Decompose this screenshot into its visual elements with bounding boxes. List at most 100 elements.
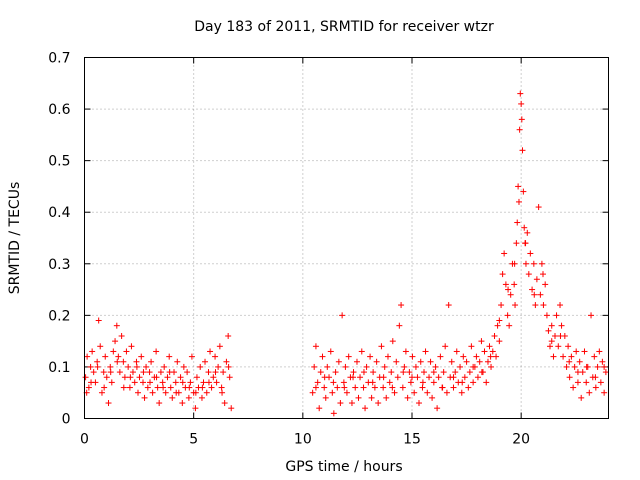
data-point <box>527 250 534 257</box>
data-point <box>369 379 376 386</box>
data-point <box>316 405 323 412</box>
data-point <box>504 312 511 319</box>
y-tick-label: 0.7 <box>48 51 70 67</box>
data-point <box>565 343 572 350</box>
data-point <box>563 363 570 370</box>
data-point <box>515 183 522 190</box>
data-point <box>518 116 525 123</box>
data-point <box>465 384 472 391</box>
data-point <box>309 389 316 396</box>
data-point <box>350 369 357 376</box>
data-point <box>179 379 186 386</box>
data-point <box>84 353 91 360</box>
data-point <box>499 271 506 278</box>
data-point <box>208 384 215 391</box>
data-point <box>394 374 401 381</box>
data-point <box>389 338 396 345</box>
data-point <box>570 384 577 391</box>
data-point <box>596 348 603 355</box>
data-point <box>463 358 470 365</box>
data-point <box>94 358 101 365</box>
data-point <box>553 312 560 319</box>
data-point <box>342 363 349 370</box>
data-point <box>161 363 168 370</box>
data-point <box>419 379 426 386</box>
data-point <box>586 389 593 396</box>
data-point <box>389 384 396 391</box>
data-point <box>103 374 110 381</box>
data-point <box>180 363 187 370</box>
data-point <box>157 369 164 376</box>
data-point <box>599 358 606 365</box>
data-point <box>153 374 160 381</box>
x-tick-label: 0 <box>80 432 89 448</box>
data-point <box>530 260 537 267</box>
data-point <box>371 384 378 391</box>
data-points <box>82 90 609 417</box>
data-point <box>138 353 145 360</box>
y-tick-label: 0.5 <box>48 154 70 170</box>
chart-title: Day 183 of 2011, SRMTID for receiver wtz… <box>194 19 494 35</box>
data-point <box>225 332 232 339</box>
data-point <box>198 394 205 401</box>
data-point <box>378 343 385 350</box>
data-point <box>205 379 212 386</box>
data-point <box>360 384 367 391</box>
data-point <box>169 394 176 401</box>
data-point <box>100 369 107 376</box>
data-point <box>406 369 413 376</box>
data-point <box>421 369 428 376</box>
data-point <box>576 358 583 365</box>
data-point <box>324 363 331 370</box>
data-point <box>481 348 488 355</box>
data-point <box>457 363 464 370</box>
data-point <box>591 353 598 360</box>
data-point <box>552 332 559 339</box>
data-point <box>314 379 321 386</box>
data-point <box>153 348 160 355</box>
data-point <box>601 389 608 396</box>
data-point <box>440 369 447 376</box>
data-point <box>332 369 339 376</box>
data-point <box>502 281 509 288</box>
data-point <box>343 389 350 396</box>
data-point <box>219 389 226 396</box>
data-point <box>148 358 155 365</box>
data-point <box>540 302 547 309</box>
data-point <box>337 400 344 407</box>
data-point <box>505 286 512 293</box>
data-point <box>437 353 444 360</box>
data-point <box>112 338 119 345</box>
data-point <box>521 224 528 231</box>
data-point <box>126 384 133 391</box>
data-point <box>489 348 496 355</box>
data-point <box>493 353 500 360</box>
data-point <box>427 358 434 365</box>
data-point <box>192 389 199 396</box>
data-point <box>581 348 588 355</box>
data-point <box>588 312 595 319</box>
data-point <box>531 291 538 298</box>
data-point <box>380 374 387 381</box>
data-point <box>602 369 609 376</box>
data-point <box>348 400 355 407</box>
data-point <box>460 353 467 360</box>
data-point <box>123 348 130 355</box>
data-point <box>129 369 136 376</box>
data-point <box>98 389 105 396</box>
data-point <box>511 281 518 288</box>
data-point <box>478 338 485 345</box>
data-point <box>597 379 604 386</box>
data-point <box>202 358 209 365</box>
data-point <box>545 327 552 334</box>
data-point <box>85 384 92 391</box>
data-point <box>396 322 403 329</box>
data-point <box>210 374 217 381</box>
data-point <box>448 358 455 365</box>
data-point <box>107 363 114 370</box>
data-point <box>353 358 360 365</box>
data-point <box>450 384 457 391</box>
data-point <box>116 369 123 376</box>
data-point <box>574 369 581 376</box>
